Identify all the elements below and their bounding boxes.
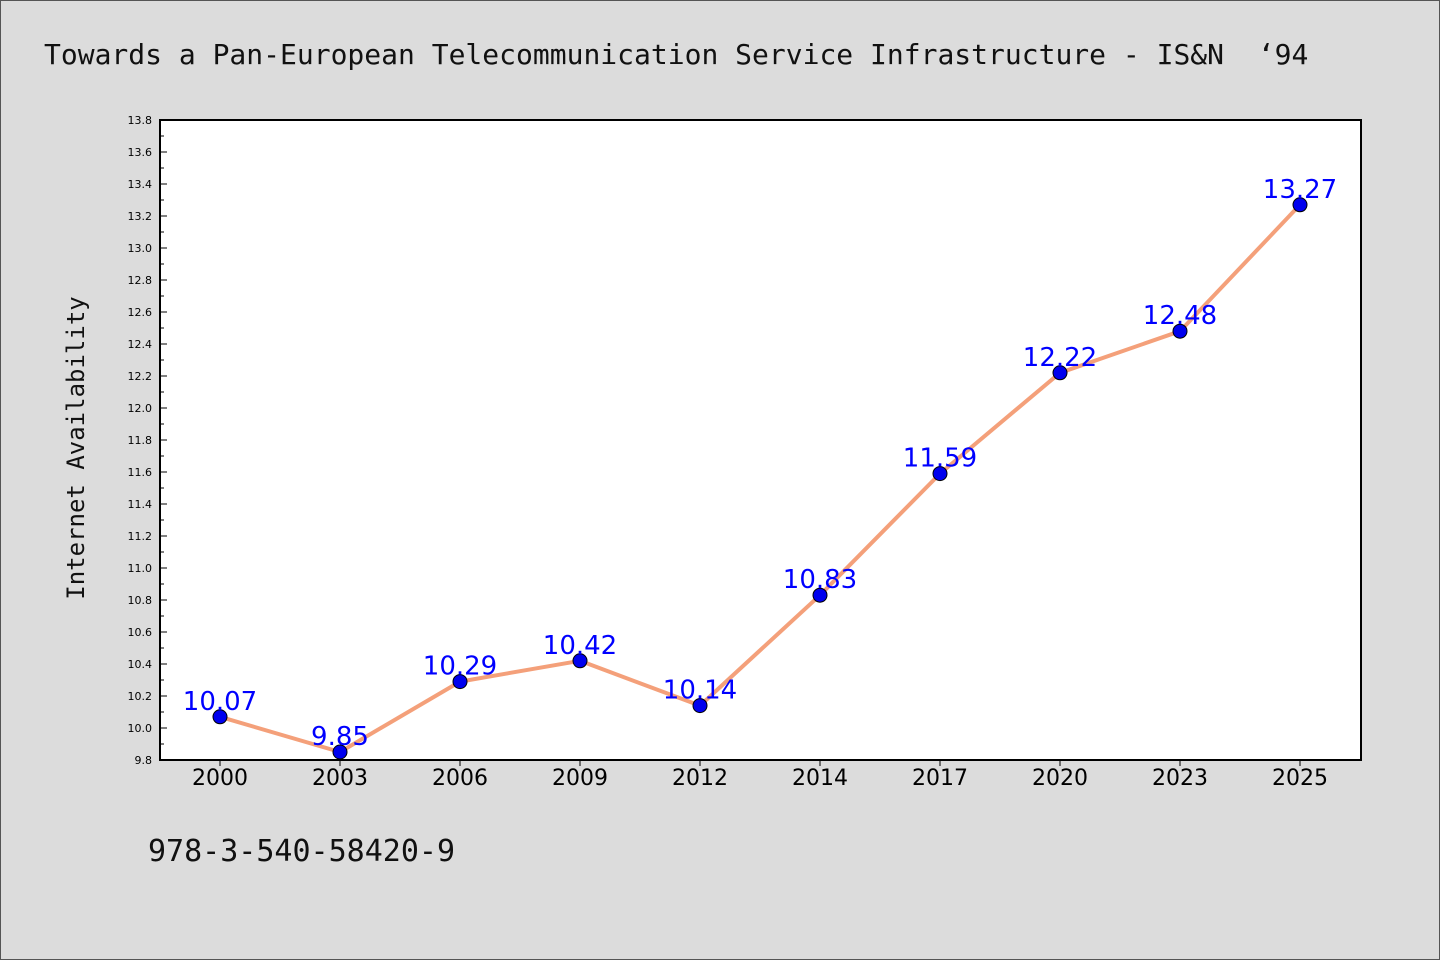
data-point [1172,323,1188,339]
data-label: 12.22 [1023,343,1097,373]
data-point [332,744,348,760]
y-tick-label: 12.0 [128,402,153,415]
series-line [219,203,1302,754]
y-tick-label: 13.8 [128,114,153,127]
page-title: Towards a Pan-European Telecommunication… [44,38,1309,71]
data-label: 11.59 [903,444,977,474]
data-point [572,653,588,669]
y-tick-label: 10.2 [128,690,153,703]
y-tick-label: 13.6 [128,146,153,159]
y-tick-label: 10.6 [128,626,153,639]
y-tick-label: 10.4 [128,658,153,671]
data-point [452,674,468,690]
x-tick-label: 2009 [552,766,608,791]
y-tick-label: 12.8 [128,274,153,287]
x-tick-label: 2020 [1032,766,1088,791]
y-tick-label: 11.6 [128,466,153,479]
y-tick-label: 13.2 [128,210,153,223]
data-label: 10.83 [783,565,857,595]
x-tick-label: 2003 [312,766,368,791]
y-tick-label: 10.8 [128,594,153,607]
data-point [812,587,828,603]
y-tick-label: 11.2 [128,530,153,543]
data-labels: 10.07 9.85 10.29 10.42 10.14 10.83 11.59 12.22 1… [183,175,1337,752]
y-tick-label: 11.8 [128,434,153,447]
data-label: 12.48 [1143,301,1217,331]
x-tick-label: 2025 [1272,766,1328,791]
y-tick-label: 11.4 [128,498,153,511]
data-label: 10.42 [543,631,617,661]
isbn-footer: 978-3-540-58420-9 [148,834,456,869]
data-point [1292,197,1308,213]
data-label: 10.14 [663,676,737,706]
y-tick-label: 13.0 [128,242,153,255]
data-label: 9.85 [311,722,369,752]
x-tick-label: 2014 [792,766,848,791]
x-tick-label: 2012 [672,766,728,791]
y-tick-label: 9.8 [135,754,153,767]
data-point [692,698,708,714]
y-tick-label: 11.0 [128,562,153,575]
x-tick-label: 2023 [1152,766,1208,791]
x-tick-label: 2006 [432,766,488,791]
x-tick-label: 2017 [912,766,968,791]
y-axis-label: Internet Availability [62,296,90,599]
data-points [212,197,1308,760]
data-label: 10.07 [183,687,257,717]
y-tick-label: 10.0 [128,722,153,735]
y-tick-label: 12.2 [128,370,153,383]
y-tick-label: 12.6 [128,306,153,319]
x-tick-label: 2000 [192,766,248,791]
data-point [1052,365,1068,381]
data-point [212,709,228,725]
x-axis-ticks: 2000 2003 2006 2009 2012 2014 2017 2020 2023 2025 [192,760,1328,791]
plot-area [159,119,1362,761]
data-point [932,466,948,482]
data-label: 10.29 [423,652,497,682]
y-tick-label: 12.4 [128,338,153,351]
data-label: 13.27 [1263,175,1337,205]
y-axis-ticks: 9.8 10.0 10.2 10.4 10.6 10.8 11.0 11.2 11.4 11.6 1… [128,114,167,767]
y-tick-label: 13.4 [128,178,153,191]
